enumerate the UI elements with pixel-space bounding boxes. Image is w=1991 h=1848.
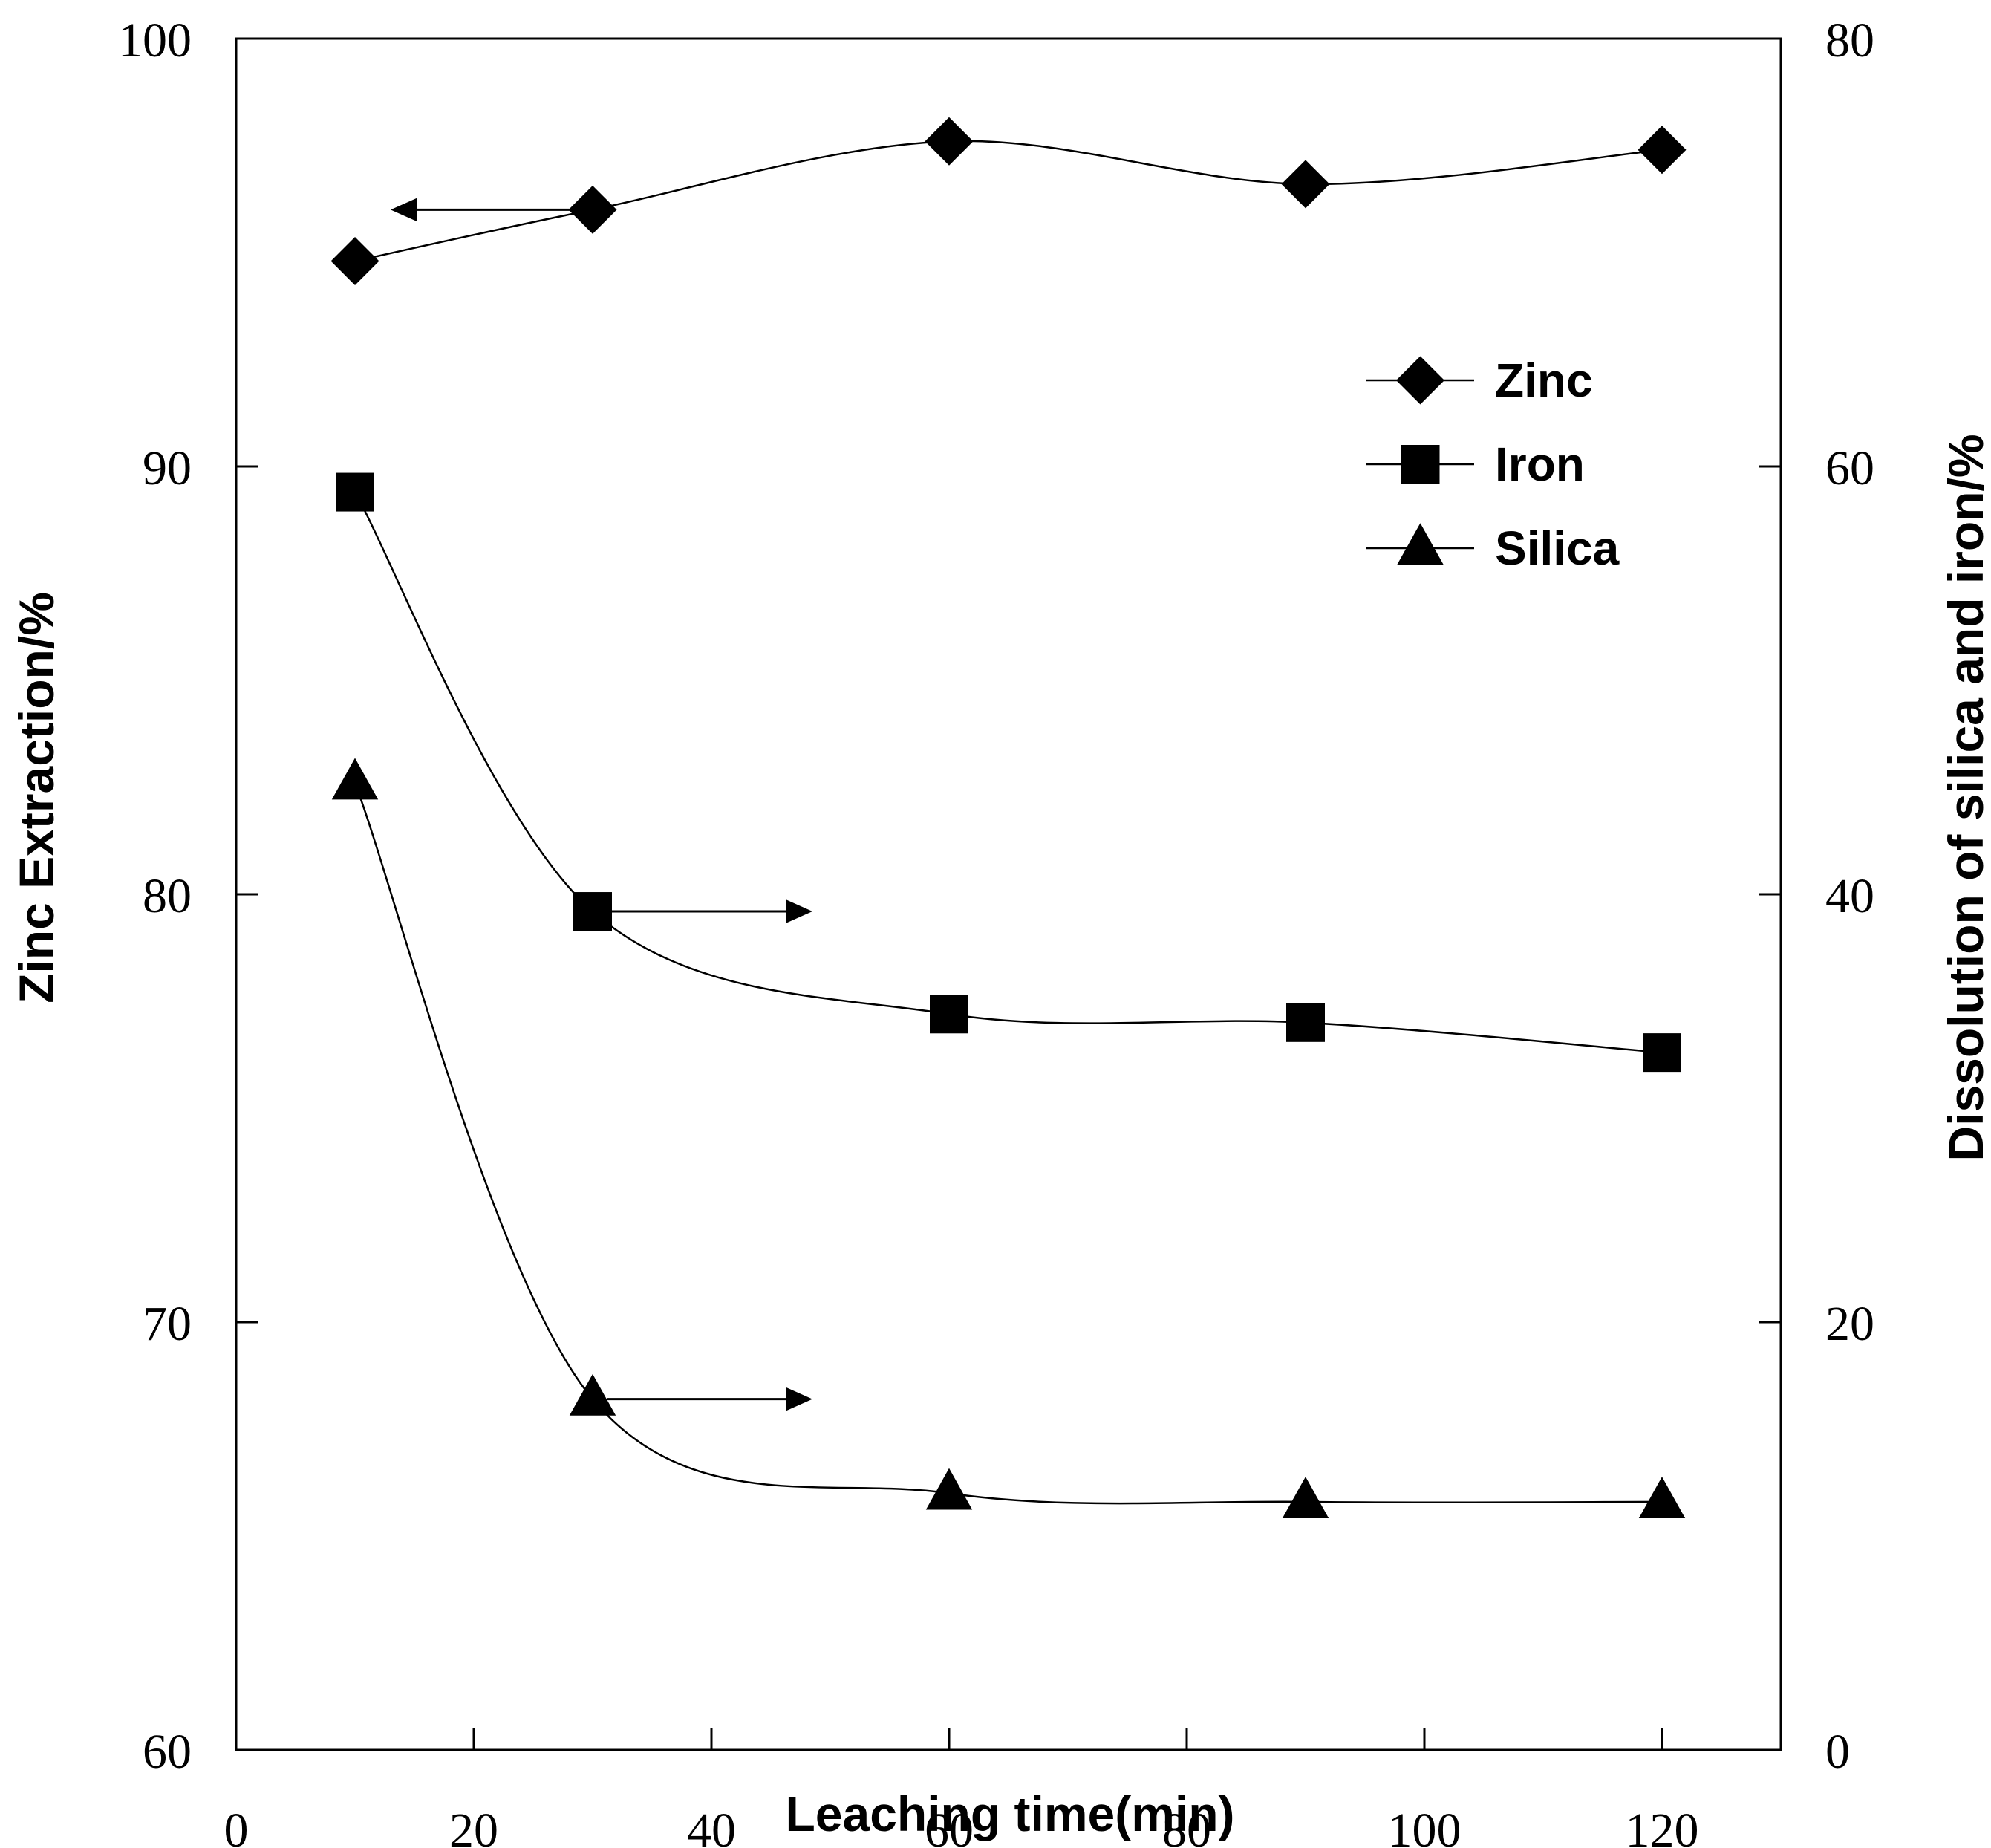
data-point-zinc [1281,160,1330,209]
x-axis-title: Leaching time(min) [785,1786,1234,1841]
x-tick-label: 100 [1388,1803,1462,1848]
x-tick-label: 60 [925,1803,974,1848]
right-axis-title: Dissolution of silica and iron/% [1938,434,1991,1161]
legend-marker-silica [1397,523,1444,565]
curves [353,140,1663,1505]
right-tick-label: 0 [1825,1725,1850,1779]
arrow-to-right-axis-silica-head [786,1387,812,1411]
legend-marker-iron [1401,445,1440,484]
data-point-zinc [330,237,379,286]
right-tick-label: 40 [1825,869,1874,923]
plot-frame [235,37,1782,1751]
data-point-iron [1643,1033,1681,1073]
x-tick-label: 80 [1162,1803,1211,1848]
series-line-iron [353,491,1663,1054]
legend-label-zinc: Zinc [1495,354,1593,407]
legend-marker-zinc [1396,356,1444,405]
data-point-silica [1638,1477,1686,1519]
data-point-iron [1286,1003,1325,1042]
right-tick-label: 20 [1825,1297,1874,1351]
arrow-to-right-axis-iron-head [786,899,812,924]
data-point-silica [1282,1477,1329,1519]
data-point-iron [573,892,612,931]
x-tick-label: 20 [449,1803,498,1848]
left-tick-label: 70 [143,1297,192,1351]
data-point-zinc [1638,126,1687,175]
left-tick-label: 90 [143,441,192,495]
annotation-arrows [391,198,812,1411]
x-tick-label: 120 [1626,1803,1699,1848]
data-point-silica [569,1373,616,1416]
left-axis-title: Zinc Extraction/% [9,592,64,1003]
markers [330,117,1687,1519]
x-tick-label: 0 [224,1803,249,1848]
arrow-to-left-axis-head [391,198,417,222]
left-tick-label: 60 [143,1725,192,1779]
data-point-silica [331,758,379,800]
legend: Zinc Iron Silica [1366,354,1620,575]
data-point-zinc [925,117,974,166]
data-point-iron [336,472,374,512]
left-tick-label: 80 [143,869,192,923]
right-tick-label: 80 [1825,13,1874,68]
data-point-silica [925,1468,973,1510]
right-tick-label: 60 [1825,441,1874,495]
x-tick-label: 40 [687,1803,736,1848]
left-tick-label: 100 [118,13,192,68]
series-line-zinc [354,140,1663,262]
series-line-silica [353,782,1663,1505]
ticks: 0 20 40 60 80 100 120 60 70 80 90 100 0 20 40 60 80 [118,13,1874,1848]
legend-label-iron: Iron [1495,437,1585,491]
data-point-iron [930,995,968,1034]
legend-label-silica: Silica [1495,521,1620,575]
